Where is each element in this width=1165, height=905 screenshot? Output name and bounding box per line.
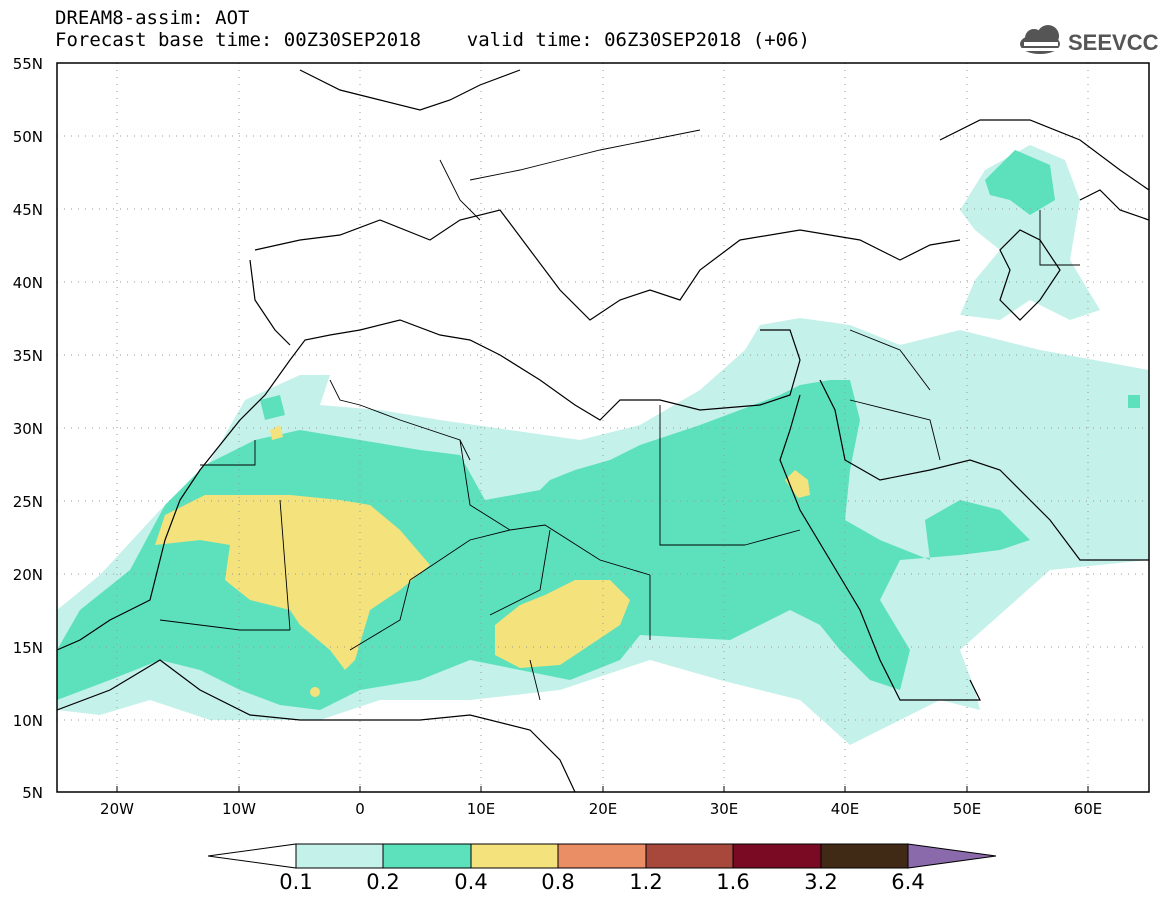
coastlines bbox=[57, 69, 1149, 792]
aot-contour-0.4-0.8 bbox=[155, 495, 430, 670]
aot-contour-0.2-0.4 bbox=[57, 380, 1030, 710]
colorbar-bin-0.8 bbox=[557, 843, 647, 869]
lat-label: 30N bbox=[12, 420, 43, 438]
colorbar-label: 6.4 bbox=[891, 870, 925, 894]
colorbar-label: 1.2 bbox=[629, 870, 663, 894]
colorbar-bin-0.1 bbox=[295, 843, 384, 869]
colorbar-over-arrow bbox=[907, 843, 997, 869]
colorbar-label: 1.6 bbox=[716, 870, 750, 894]
lon-label: 10E bbox=[466, 800, 496, 818]
colorbar-label: 0.1 bbox=[279, 870, 313, 894]
lat-label: 15N bbox=[12, 639, 43, 657]
colorbar bbox=[207, 843, 997, 869]
lon-label: 50E bbox=[952, 800, 982, 818]
lat-label: 55N bbox=[12, 55, 43, 73]
lon-label: 10W bbox=[222, 800, 256, 818]
graticule bbox=[57, 63, 1149, 792]
colorbar-bin-0.2 bbox=[382, 843, 472, 869]
colorbar-label: 0.2 bbox=[366, 870, 400, 894]
country-borders bbox=[159, 129, 1080, 701]
colorbar-bin-0.4 bbox=[470, 843, 559, 869]
lat-label: 10N bbox=[12, 712, 43, 730]
lat-label: 45N bbox=[12, 201, 43, 219]
map-title: DREAM8-assim: AOT bbox=[55, 7, 250, 29]
lon-label: 40E bbox=[830, 800, 860, 818]
lon-label: 20W bbox=[100, 800, 134, 818]
colorbar-label: 0.4 bbox=[454, 870, 488, 894]
lat-label: 25N bbox=[12, 493, 43, 511]
lat-label: 5N bbox=[22, 784, 43, 802]
colorbar-bin-1.2 bbox=[645, 843, 734, 869]
logo-text: SEEVCCC bbox=[1068, 30, 1158, 55]
colorbar-under-arrow bbox=[207, 843, 297, 869]
lat-label: 20N bbox=[12, 566, 43, 584]
axis-ticks bbox=[116, 786, 1089, 792]
seevccc-logo: SEEVCCC bbox=[1020, 25, 1158, 55]
lon-label: 60E bbox=[1073, 800, 1103, 818]
colorbar-label: 0.8 bbox=[541, 870, 575, 894]
colorbar-label: 3.2 bbox=[804, 870, 838, 894]
forecast-times: Forecast base time: 00Z30SEP2018 valid t… bbox=[55, 29, 810, 51]
lat-label: 50N bbox=[12, 128, 43, 146]
lon-label: 0 bbox=[355, 800, 365, 818]
cloud-icon bbox=[1020, 25, 1060, 54]
colorbar-bin-3.2 bbox=[820, 843, 909, 869]
lat-label: 35N bbox=[12, 347, 43, 365]
lon-label: 30E bbox=[709, 800, 739, 818]
lat-label: 40N bbox=[12, 274, 43, 292]
colorbar-bin-1.6 bbox=[732, 843, 822, 869]
lon-label: 20E bbox=[588, 800, 618, 818]
